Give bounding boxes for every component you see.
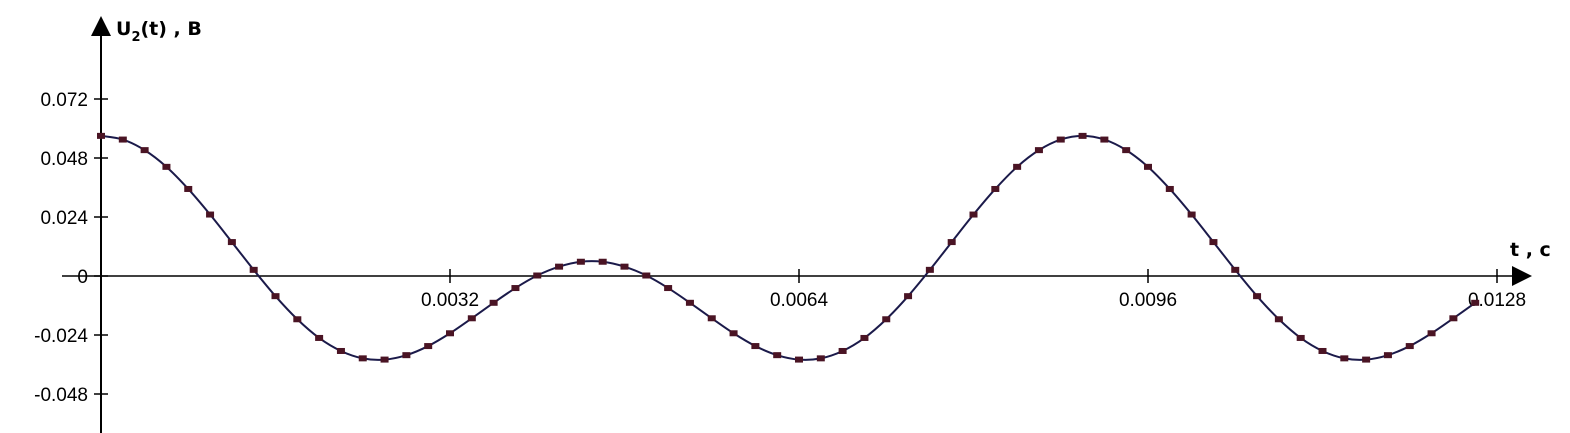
data-point-marker <box>271 293 280 300</box>
data-point-marker <box>249 266 258 273</box>
series-markers <box>97 132 1480 363</box>
data-point-marker <box>1274 316 1283 323</box>
data-point-marker <box>751 343 760 350</box>
data-point-marker <box>315 334 324 341</box>
data-point-marker <box>293 316 302 323</box>
y-tick-label: 0.024 <box>40 208 88 229</box>
data-point-marker <box>1253 293 1262 300</box>
data-point-marker <box>336 347 345 354</box>
data-point-marker <box>1100 136 1109 143</box>
data-point-marker <box>642 272 651 279</box>
data-point-marker <box>533 272 542 279</box>
data-point-marker <box>947 239 956 246</box>
data-point-marker <box>576 258 585 265</box>
data-point-marker <box>1471 299 1480 306</box>
y-tick-label: -0.024 <box>34 326 88 347</box>
x-axis-arrow-icon <box>1512 266 1532 286</box>
data-point-marker <box>685 299 694 306</box>
data-point-marker <box>184 185 193 192</box>
data-point-marker <box>1013 163 1022 170</box>
y-tick-label: -0.048 <box>34 385 88 406</box>
x-tick-label: 0.0096 <box>1119 290 1177 311</box>
data-point-marker <box>97 132 105 139</box>
data-point-marker <box>860 334 869 341</box>
data-point-marker <box>816 355 825 362</box>
data-point-marker <box>1449 315 1458 322</box>
data-point-marker <box>1056 136 1065 143</box>
data-point-marker <box>1122 147 1131 154</box>
y-tick-label: 0 <box>77 267 88 288</box>
data-point-marker <box>380 356 389 363</box>
data-point-marker <box>162 163 171 170</box>
data-point-marker <box>838 347 847 354</box>
data-point-marker <box>664 285 673 292</box>
data-point-marker <box>555 263 564 270</box>
data-point-marker <box>1165 185 1174 192</box>
data-point-marker <box>620 263 629 270</box>
data-point-marker <box>140 147 149 154</box>
data-point-marker <box>424 343 433 350</box>
y-tick-label: 0.072 <box>40 90 88 111</box>
data-point-marker <box>1340 355 1349 362</box>
data-point-marker <box>1318 347 1327 354</box>
x-tick-label: 0.0128 <box>1468 290 1526 311</box>
data-point-marker <box>446 330 454 337</box>
axes: U2(t) , B t , c <box>62 16 1551 433</box>
series-line <box>100 134 1476 361</box>
data-point-marker <box>1405 343 1414 350</box>
data-point-marker <box>467 315 476 322</box>
data-point-marker <box>489 299 498 306</box>
data-point-marker <box>1209 239 1218 246</box>
data-point-marker <box>729 330 738 337</box>
data-point-marker <box>1078 132 1087 139</box>
data-point-marker <box>1144 163 1152 170</box>
data-point-marker <box>598 258 607 265</box>
data-point-marker <box>925 266 934 273</box>
data-point-marker <box>773 352 782 359</box>
data-point-marker <box>358 355 367 362</box>
data-point-marker <box>795 356 803 363</box>
x-tick-label: 0.0032 <box>421 290 479 311</box>
data-point-marker <box>1362 356 1371 363</box>
data-point-marker <box>511 285 520 292</box>
data-point-marker <box>1034 147 1043 154</box>
data-point-marker <box>882 316 891 323</box>
data-point-marker <box>991 185 1000 192</box>
data-point-marker <box>707 315 716 322</box>
data-point-marker <box>1231 266 1240 273</box>
data-point-marker <box>118 136 127 143</box>
y-axis-title: U2(t) , B <box>116 18 202 45</box>
data-point-marker <box>402 352 411 359</box>
data-point-marker <box>1296 334 1305 341</box>
y-axis-arrow-icon <box>91 16 111 36</box>
data-point-marker <box>904 293 913 300</box>
data-point-marker <box>1187 211 1196 218</box>
data-point-marker <box>227 239 236 246</box>
y-tick-label: 0.048 <box>40 149 88 170</box>
x-tick-label: 0.0064 <box>770 290 829 311</box>
ticks: 0.0032 0.0064 0.0096 0.0128 0.072 0.048 0.024 0… <box>34 90 1526 406</box>
data-point-marker <box>1383 352 1392 359</box>
data-point-marker <box>1427 330 1436 337</box>
data-point-marker <box>969 211 978 218</box>
data-point-marker <box>206 211 215 218</box>
x-axis-title: t , c <box>1510 239 1551 261</box>
